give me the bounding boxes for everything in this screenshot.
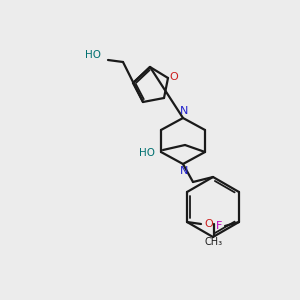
Text: CH₃: CH₃ xyxy=(205,237,223,247)
Text: N: N xyxy=(180,166,188,176)
Text: HO: HO xyxy=(85,50,101,60)
Text: N: N xyxy=(180,106,188,116)
Text: O: O xyxy=(169,72,178,82)
Text: F: F xyxy=(216,221,222,231)
Text: O: O xyxy=(205,219,213,229)
Text: HO: HO xyxy=(139,148,155,158)
